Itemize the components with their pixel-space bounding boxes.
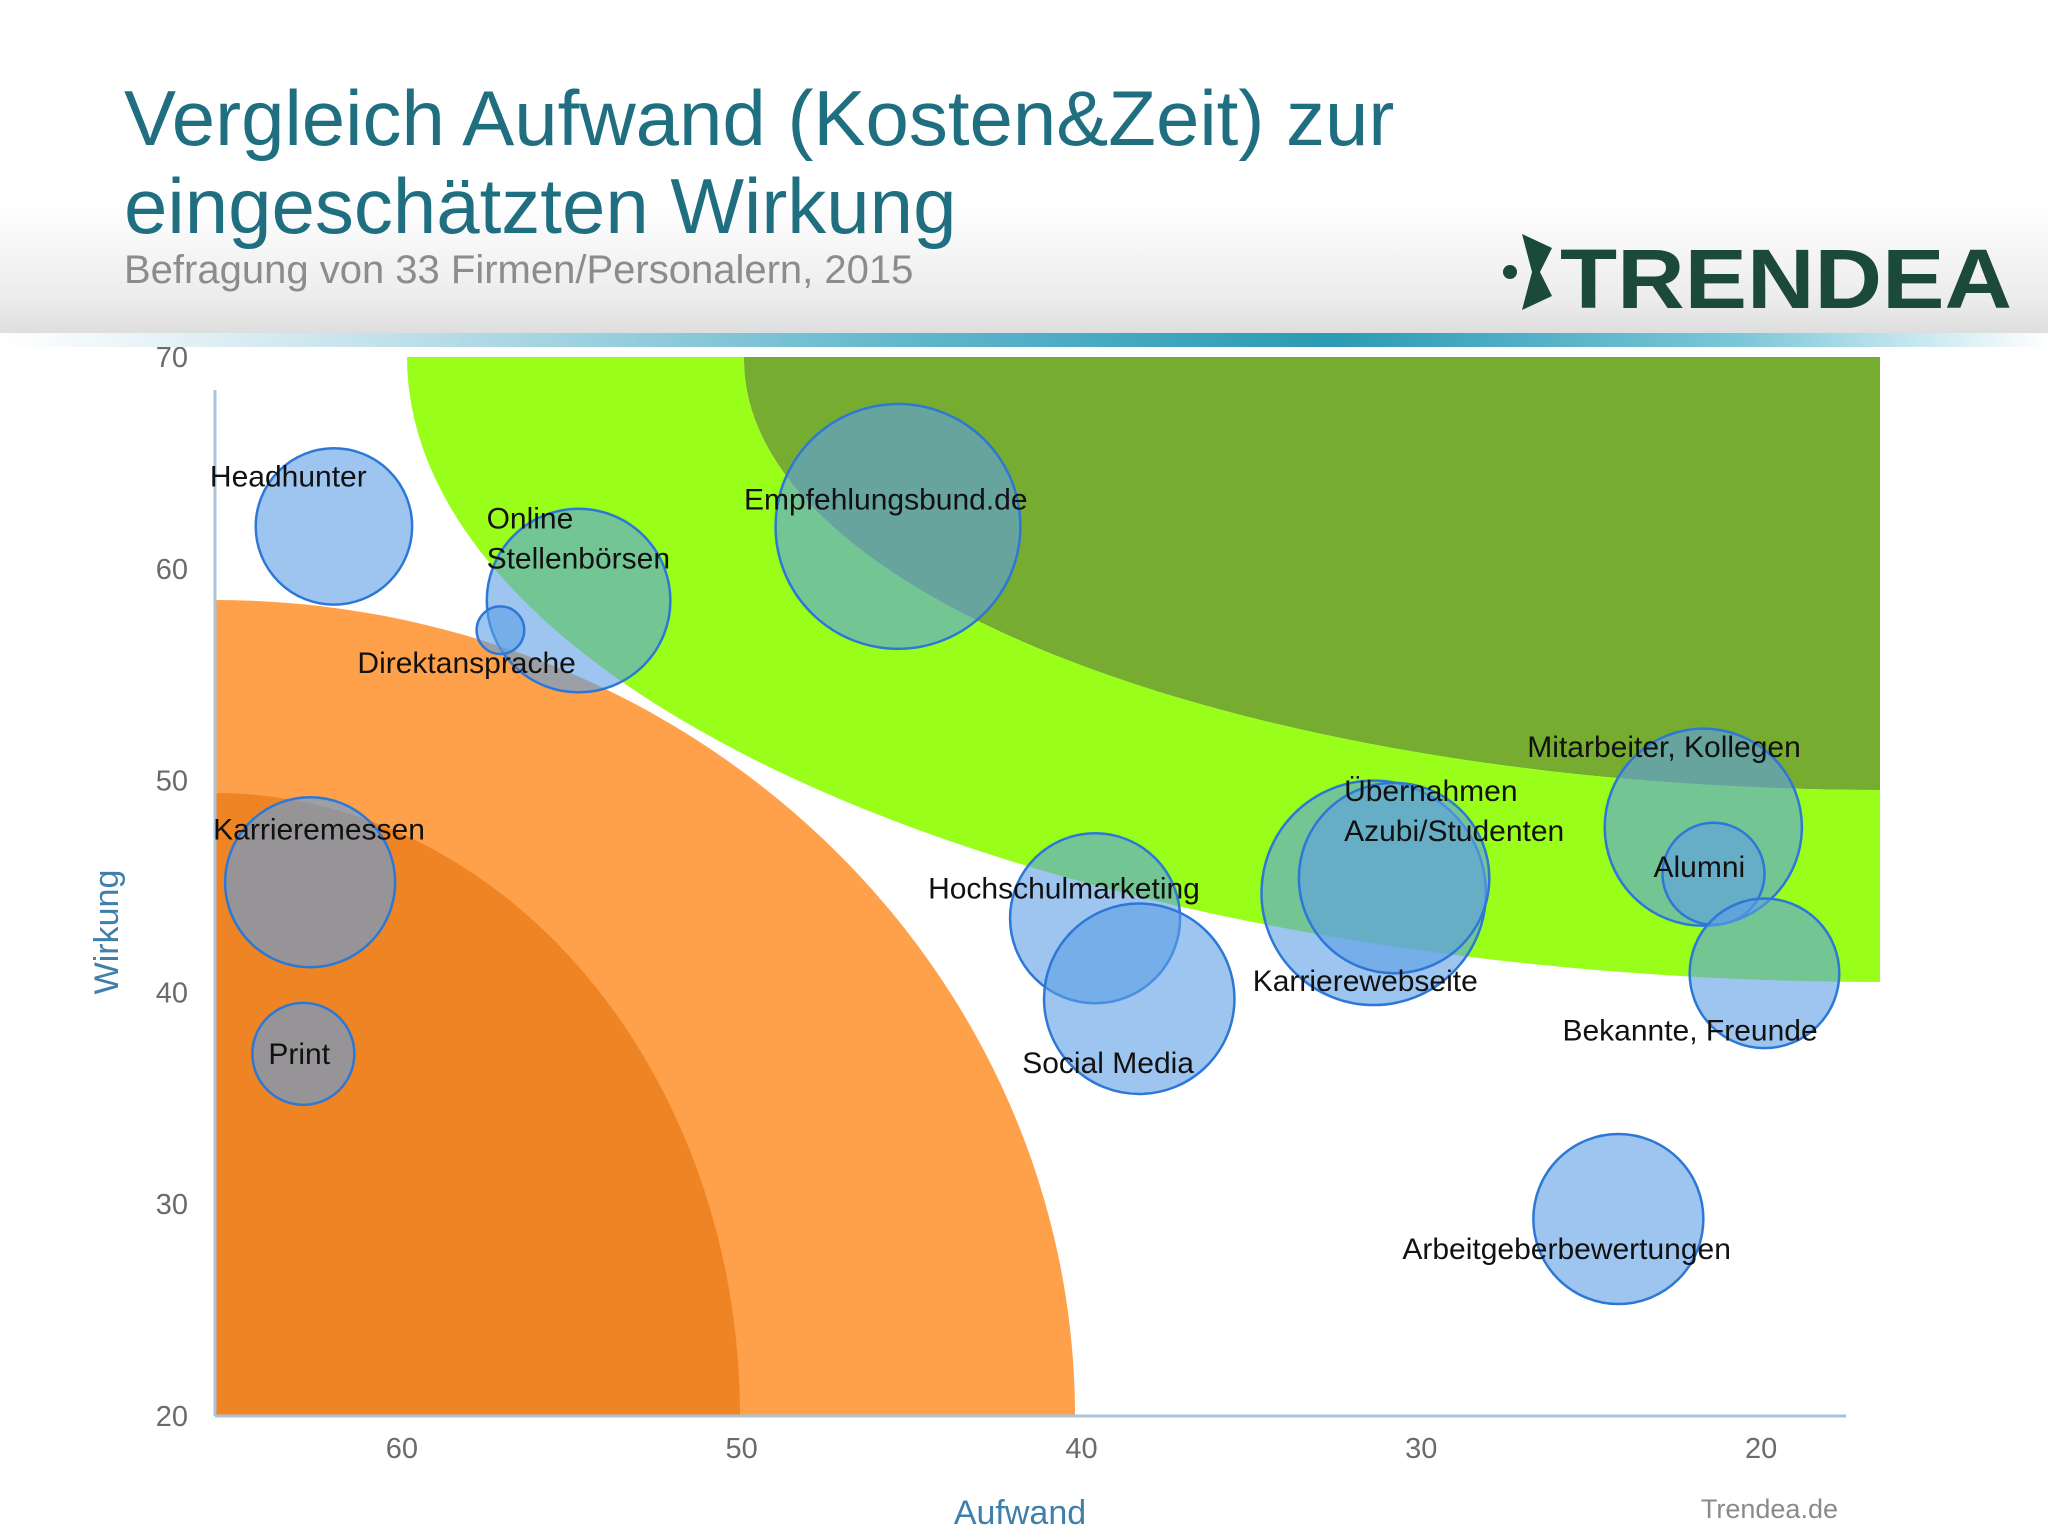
- bubble-point: [223, 796, 397, 969]
- bubble-label: Alumni: [1654, 851, 1746, 884]
- trendea-logo: TRENDEA: [1503, 232, 2012, 314]
- bubble-label: Karrieremessen: [213, 813, 425, 846]
- y-axis-title: Wirkung: [88, 870, 126, 995]
- bubble-point: [254, 446, 414, 606]
- axes: [213, 390, 1846, 1418]
- source-credit: Trendea.de: [1701, 1494, 1838, 1524]
- bubble-point: [251, 1001, 356, 1107]
- chart-title: Vergleich Aufwand (Kosten&Zeit) zur eing…: [124, 74, 1395, 250]
- bubble-point: [485, 507, 672, 694]
- header-rule: [0, 333, 2048, 347]
- bubble-point: [1688, 897, 1841, 1050]
- zone-dark-green: [743, 357, 1880, 790]
- y-tick-label: 30: [156, 1189, 188, 1221]
- bubble-label: Direktansprache: [357, 647, 575, 680]
- bubble-label: Hochschulmarketing: [928, 872, 1200, 905]
- x-tick-label: 60: [386, 1433, 418, 1465]
- chart-subtitle: Befragung von 33 Firmen/Personalern, 201…: [124, 248, 914, 292]
- bubble-chart: 20 30 40 50 60 70 60 50 40 30 20 Headhunter Online S…: [88, 347, 1880, 1532]
- bubble-point: [774, 402, 1022, 651]
- bubble-point: [475, 605, 526, 656]
- y-tick-label: 60: [156, 554, 188, 586]
- header-band: [0, 0, 2048, 340]
- logo-mark-icon: [1503, 234, 1552, 310]
- bubble-point: [1297, 781, 1491, 975]
- bubble-label: Headhunter: [210, 460, 367, 493]
- bubble-label: Social Media: [1022, 1047, 1194, 1080]
- y-tick-label: 20: [156, 1401, 188, 1433]
- bubble-label: Bekannte, Freunde: [1562, 1014, 1817, 1047]
- bubble-label: Arbeitgeberbewertungen: [1402, 1233, 1731, 1266]
- bubble-label: Übernahmen Azubi/Studenten: [1344, 775, 1564, 848]
- tick-labels: 20 30 40 50 60 70 60 50 40 30 20: [156, 347, 1777, 1465]
- bubble-labels: Headhunter Online Stellenbörsen Direktanspr…: [210, 460, 1818, 1266]
- x-tick-label: 50: [726, 1433, 758, 1465]
- bubble-label: Mitarbeiter, Kollegen: [1527, 731, 1801, 764]
- y-tick-label: 50: [156, 766, 188, 798]
- bubble-point: [1532, 1132, 1705, 1306]
- x-tick-label: 30: [1405, 1433, 1437, 1465]
- x-tick-label: 20: [1745, 1433, 1777, 1465]
- bubble-label: Print: [268, 1038, 330, 1071]
- y-tick-label: 40: [156, 977, 188, 1009]
- x-tick-label: 40: [1065, 1433, 1097, 1465]
- bubble-point: [1042, 902, 1236, 1096]
- bubbles: [223, 402, 1841, 1306]
- bubble-label: Empfehlungsbund.de: [744, 483, 1028, 516]
- bubble-label: Karrierewebseite: [1253, 965, 1478, 998]
- x-axis-title: Aufwand: [954, 1494, 1086, 1532]
- y-tick-label: 70: [156, 347, 188, 374]
- logo-text: TRENDEA: [1560, 232, 2012, 314]
- bubble-label: Online Stellenbörsen: [487, 503, 670, 576]
